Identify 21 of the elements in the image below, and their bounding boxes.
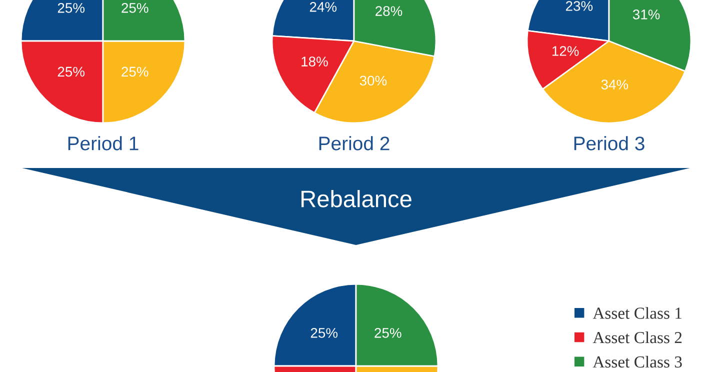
data-label: 23% [566, 1, 593, 11]
data-label: 25% [58, 66, 85, 77]
data-label: 28% [376, 6, 402, 16]
data-label: 12% [552, 46, 579, 56]
text: Period 2 [319, 136, 390, 150]
data-label: 25% [122, 3, 148, 13]
text: Period 1 [68, 136, 138, 150]
data-label: 25% [374, 328, 402, 338]
data-label: 24% [310, 2, 337, 12]
data-label: 31% [632, 10, 660, 20]
text: Period 3 [574, 136, 644, 150]
legend-label: Asset Class 2 [592, 331, 682, 344]
data-label: 34% [601, 80, 628, 90]
data-label: 25% [122, 66, 148, 77]
data-label: 25% [310, 328, 338, 338]
data-label: 25% [58, 3, 85, 13]
text: Rebalance [301, 190, 412, 208]
data-label: 30% [360, 76, 387, 86]
data-label: 18% [302, 56, 328, 66]
legend-label: Asset Class 3 [592, 356, 682, 368]
legend-label: Asset Class 1 [592, 307, 682, 319]
